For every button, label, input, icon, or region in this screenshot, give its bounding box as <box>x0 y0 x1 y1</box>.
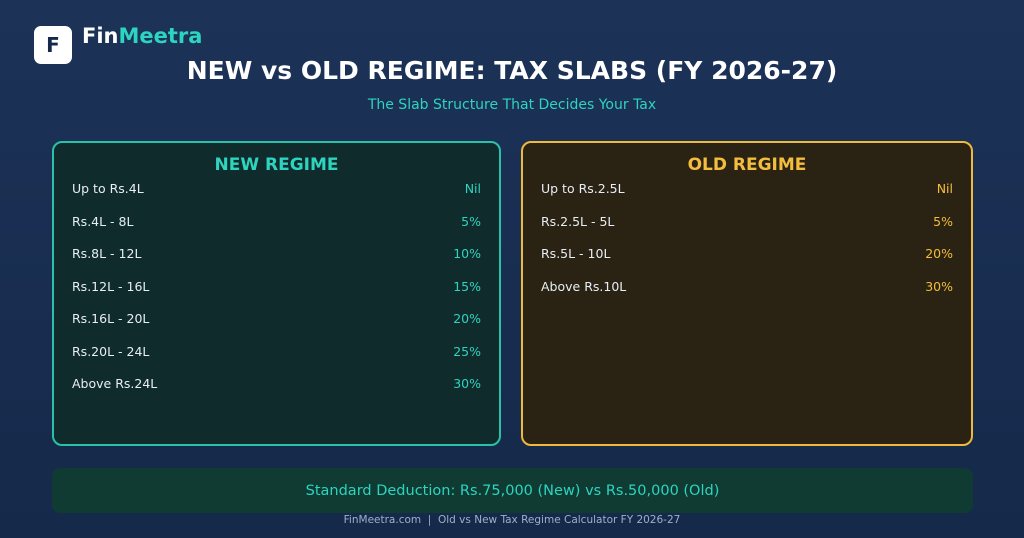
panel-title: NEW REGIME <box>214 155 339 175</box>
slab-rate: 5% <box>933 213 953 229</box>
brand-part: Fin <box>82 24 119 48</box>
brand: FinMeetra <box>82 24 202 48</box>
slab-range: Rs.4L - 8L <box>72 213 134 229</box>
subtitle: The Slab Structure That Decides Your Tax <box>367 97 657 113</box>
slab-range: Above Rs.10L <box>541 278 627 294</box>
slab-rate: 5% <box>461 213 481 229</box>
panel: OLD REGIME Up to Rs.2.5L Nil Rs.2.5L - 5L 5%… <box>521 141 973 446</box>
slab-range: Rs.5L - 10L <box>541 246 611 261</box>
title: NEW vs OLD REGIME: TAX SLABS (FY 2026-27… <box>186 56 838 85</box>
slab-rate: 25% <box>453 343 481 359</box>
note: Standard Deduction: Rs.75,000 (New) vs R… <box>52 468 973 513</box>
footer: FinMeetra.com | Old vs New Tax Regime Ca… <box>343 514 681 526</box>
slab-range: Rs.20L - 24L <box>72 343 150 359</box>
slab-rate: 15% <box>453 278 481 294</box>
slab-range: Rs.12L - 16L <box>72 278 150 294</box>
slab-range: Up to Rs.2.5L <box>541 181 625 196</box>
slab-range: Up to Rs.4L <box>72 181 144 196</box>
panel: NEW REGIME Up to Rs.4L Nil Rs.4L - 8L 5% Rs.8… <box>52 141 501 446</box>
brand-part: Meetra <box>118 24 203 48</box>
slab-rate: 10% <box>453 246 481 261</box>
panel-title: OLD REGIME <box>687 155 807 175</box>
slab-rate: 20% <box>453 311 481 326</box>
slab-range: Rs.16L - 20L <box>72 311 150 326</box>
logo: F <box>34 26 72 64</box>
slab-rate: Nil <box>936 181 953 196</box>
slab-range: Above Rs.24L <box>72 376 158 391</box>
slab-range: Rs.8L - 12L <box>72 246 142 261</box>
slab-range: Rs.2.5L - 5L <box>541 213 615 229</box>
slab-rate: Nil <box>464 181 481 196</box>
slab-rate: 20% <box>925 246 953 261</box>
slab-rate: 30% <box>453 376 481 391</box>
slab-rate: 30% <box>925 278 953 294</box>
